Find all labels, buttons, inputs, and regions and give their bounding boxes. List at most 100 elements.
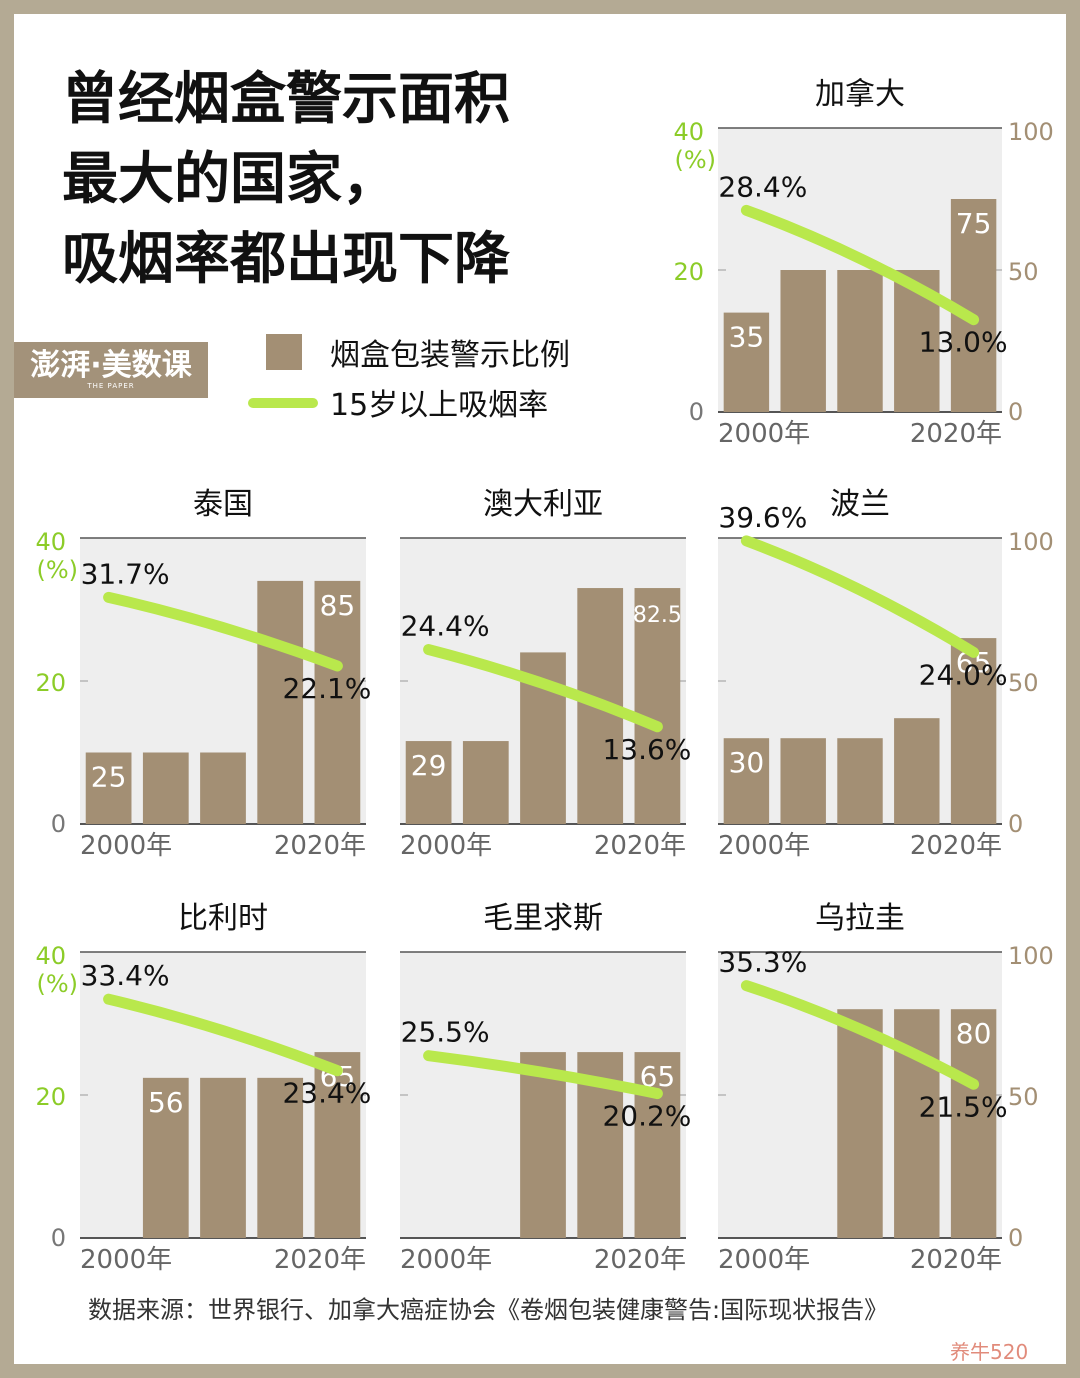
right-axis-tick: 50 <box>1008 258 1039 286</box>
right-axis-tick: 0 <box>1008 398 1023 426</box>
logo-subtext: THE PAPER <box>87 382 135 390</box>
bar <box>85 752 132 824</box>
chart-panel: 泰国 25 85 31.7% 22.1% 2000年 2020年 40 20 0 (%) <box>35 487 371 861</box>
right-axis-tick: 100 <box>1008 942 1054 970</box>
left-axis-tick: 40 <box>673 118 704 146</box>
smoking-rate-line <box>740 980 980 1090</box>
right-axis-tick: 0 <box>1008 1224 1023 1252</box>
chart-panel: 澳大利亚 29 82.5 24.4% 13.6% 2000年 2020年 <box>400 487 691 861</box>
bar <box>837 738 883 824</box>
bar <box>837 270 883 412</box>
bar <box>837 1009 883 1238</box>
bar-value-label: 35 <box>729 321 765 354</box>
end-rate-label: 23.4% <box>282 1077 371 1110</box>
start-rate-label: 24.4% <box>401 610 490 643</box>
start-rate-label: 28.4% <box>718 170 807 203</box>
bar <box>462 741 509 824</box>
bar-value-label: 75 <box>956 207 992 240</box>
smoking-rate-line <box>103 993 343 1077</box>
start-rate-label: 39.6% <box>718 501 807 534</box>
start-rate-label: 35.3% <box>718 946 807 979</box>
chart-title: 澳大利亚 <box>483 487 603 522</box>
x-tick-label: 2000年 <box>80 831 172 861</box>
smoking-rate-line <box>740 535 980 658</box>
start-rate-label: 33.4% <box>81 959 170 992</box>
x-tick-label: 2000年 <box>718 831 810 861</box>
right-axis-tick: 100 <box>1008 528 1054 556</box>
start-rate-label: 31.7% <box>81 557 170 590</box>
bar <box>200 1077 246 1238</box>
bar <box>257 1077 304 1238</box>
main-title: 曾经烟盒警示面积 最大的国家， 吸烟率都出现下降 <box>62 60 510 300</box>
bar-value-label: 85 <box>320 589 356 622</box>
end-rate-label: 22.1% <box>282 672 371 705</box>
chart-panel: 加拿大 35 75 28.4% 13.0% 2000年 2020年 40 20 0 (%) 100 50… <box>673 77 1053 449</box>
chart-title: 加拿大 <box>815 77 905 112</box>
x-tick-label: 2020年 <box>910 1245 1002 1275</box>
bar <box>950 1009 997 1238</box>
logo-text: 澎湃·美数课 <box>30 348 192 383</box>
smoking-rate-line <box>103 591 343 672</box>
left-axis-unit: (%) <box>36 970 78 998</box>
right-axis-tick: 100 <box>1008 118 1054 146</box>
bar <box>634 588 681 824</box>
right-axis-tick: 50 <box>1008 669 1039 697</box>
bar-value-label: 56 <box>148 1086 184 1119</box>
end-rate-label: 13.6% <box>602 733 691 766</box>
left-axis-tick: 20 <box>35 669 66 697</box>
data-source: 数据来源：世界银行、加拿大癌症协会《卷烟包装健康警告:国际现状报告》 <box>88 1296 889 1324</box>
end-rate-label: 21.5% <box>919 1090 1008 1123</box>
watermark: 养牛520 <box>950 1340 1029 1364</box>
left-axis-tick: 20 <box>35 1083 66 1111</box>
chart-title: 毛里求斯 <box>483 901 603 936</box>
bar-value-label: 80 <box>956 1017 992 1050</box>
right-axis-tick: 0 <box>1008 810 1023 838</box>
left-axis-tick: 40 <box>35 942 66 970</box>
bar <box>314 580 361 824</box>
bar <box>780 738 826 824</box>
bar <box>780 270 826 412</box>
title-line-3: 吸烟率都出现下降 <box>62 227 510 292</box>
bar-value-label: 82.5 <box>633 603 682 628</box>
smoking-rate-line <box>423 644 663 733</box>
x-tick-label: 2000年 <box>400 831 492 861</box>
left-axis-tick: 20 <box>673 258 704 286</box>
chart-title: 比利时 <box>178 901 268 936</box>
line-swatch <box>248 398 318 408</box>
bar <box>314 1052 361 1238</box>
bar <box>405 741 452 824</box>
bar <box>142 752 189 824</box>
x-tick-label: 2020年 <box>910 831 1002 861</box>
bar-swatch <box>266 334 302 370</box>
legend-bar-label: 烟盒包装警示比例 <box>330 338 570 373</box>
right-axis-tick: 50 <box>1008 1083 1039 1111</box>
bar <box>142 1077 189 1238</box>
left-axis-unit: (%) <box>36 556 78 584</box>
x-tick-label: 2000年 <box>400 1245 492 1275</box>
bar-value-label: 25 <box>91 761 127 794</box>
bar <box>257 580 304 824</box>
x-tick-label: 2020年 <box>274 1245 366 1275</box>
chart-title: 乌拉圭 <box>815 901 905 936</box>
x-tick-label: 2020年 <box>594 1245 686 1275</box>
bar <box>520 1052 566 1238</box>
left-axis-tick: 0 <box>51 1224 66 1252</box>
x-tick-label: 2000年 <box>718 1245 810 1275</box>
x-tick-label: 2000年 <box>718 419 810 449</box>
brand-logo: 澎湃·美数课 THE PAPER <box>14 342 208 398</box>
chart-title: 泰国 <box>193 487 253 522</box>
chart-title: 波兰 <box>830 487 890 522</box>
bar <box>723 312 770 412</box>
left-axis-unit: (%) <box>674 146 716 174</box>
bar <box>950 638 997 824</box>
title-line-1: 曾经烟盒警示面积 <box>62 67 510 132</box>
end-rate-label: 13.0% <box>919 326 1008 359</box>
bar <box>200 752 246 824</box>
end-rate-label: 24.0% <box>919 658 1008 691</box>
bar <box>894 718 940 824</box>
title-line-2: 最大的国家， <box>62 147 398 212</box>
